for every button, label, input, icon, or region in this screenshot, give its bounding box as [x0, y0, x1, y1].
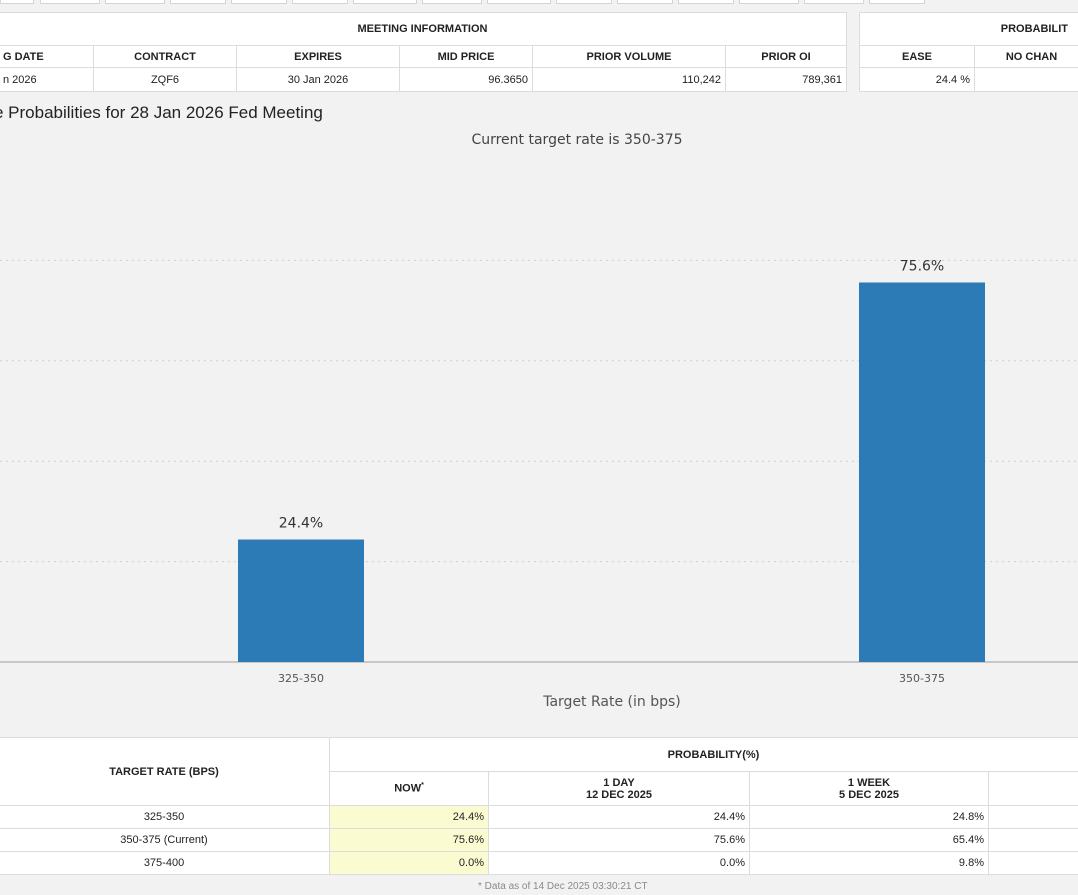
col-header-prior-volume: PRIOR VOLUME: [532, 45, 726, 68]
tab[interactable]: [353, 0, 417, 4]
one-week-label: 1 WEEK: [847, 776, 891, 789]
bar-325-350: [238, 539, 364, 662]
tab[interactable]: [422, 0, 482, 4]
prior-volume-cell: 110,242: [532, 67, 726, 92]
col-header-ease: EASE: [859, 45, 975, 68]
tab[interactable]: [231, 0, 287, 4]
probabilities-summary-table: PROBABILIT EASE NO CHAN 24.4 %: [859, 12, 1078, 92]
tab[interactable]: [0, 0, 34, 4]
data-timestamp-footnote: * Data as of 14 Dec 2025 03:30:21 CT: [478, 881, 648, 892]
x-axis-label: Target Rate (in bps): [542, 694, 681, 710]
tab[interactable]: [739, 0, 799, 4]
tab[interactable]: [487, 0, 551, 4]
meeting-date-cell: n 2026: [0, 67, 94, 92]
target-rate-cell: 375-400: [0, 851, 330, 875]
data-label-325-350: 24.4%: [279, 516, 323, 532]
data-label-350-375: 75.6%: [900, 258, 944, 274]
mid-price-cell: 96.3650: [399, 67, 533, 92]
chart-heading: e Probabilities for 28 Jan 2026 Fed Meet…: [0, 103, 323, 122]
one-week-date: 5 DEC 2025: [839, 788, 899, 801]
one-day-cell: 24.4%: [488, 805, 750, 829]
prior-oi-cell: 789,361: [725, 67, 847, 92]
col-header-mid-price: MID PRICE: [399, 45, 533, 68]
tab[interactable]: [40, 0, 100, 4]
one-week-cell: 24.8%: [749, 805, 989, 829]
no-change-cell: [974, 67, 1078, 92]
one-day-header: 1 DAY 12 DEC 2025: [488, 771, 750, 806]
tab[interactable]: [804, 0, 864, 4]
chart-title: Current target rate is 350-375: [471, 132, 682, 148]
target-rate-cell: 350-375 (Current): [0, 828, 330, 852]
ease-cell: 24.4 %: [859, 67, 975, 92]
one-week-header: 1 WEEK 5 DEC 2025: [749, 771, 989, 806]
meeting-information-title: MEETING INFORMATION: [0, 12, 847, 46]
one-week-cell: 9.8%: [749, 851, 989, 875]
tab[interactable]: [556, 0, 612, 4]
extra-cell: [988, 805, 1078, 829]
tab[interactable]: [869, 0, 925, 4]
contract-cell: ZQF6: [93, 67, 237, 92]
now-cell: 24.4%: [329, 805, 489, 829]
extra-cell: [988, 851, 1078, 875]
x-tick-label-325-350: 325-350: [278, 672, 324, 685]
col-header-contract: CONTRACT: [93, 45, 237, 68]
col-header-prior-oi: PRIOR OI: [725, 45, 847, 68]
tab[interactable]: [678, 0, 734, 4]
one-week-cell: 65.4%: [749, 828, 989, 852]
tab[interactable]: [105, 0, 165, 4]
col-header-meeting-date: G DATE: [0, 45, 94, 68]
table-row: 350-375 (Current) 75.6% 75.6% 65.4%: [0, 828, 1078, 852]
bar-350-375: [859, 282, 985, 662]
x-tick-label-350-375: 350-375: [899, 672, 945, 685]
target-rate-header: TARGET RATE (BPS): [0, 737, 330, 806]
now-cell: 75.6%: [329, 828, 489, 852]
target-rate-cell: 325-350: [0, 805, 330, 829]
probability-header: PROBABILITY(%): [329, 737, 1078, 772]
one-day-date: 12 DEC 2025: [585, 788, 653, 801]
now-header-marker: *: [421, 782, 424, 790]
one-day-cell: 0.0%: [488, 851, 750, 875]
tab[interactable]: [292, 0, 348, 4]
col-header-no-change: NO CHAN: [974, 45, 1078, 68]
now-header: NOW*: [329, 771, 489, 806]
meeting-information-table: MEETING INFORMATION G DATE CONTRACT EXPI…: [0, 12, 847, 92]
extra-column-header: [988, 771, 1078, 806]
top-tab-strip: [0, 0, 1078, 4]
target-rate-probability-table: TARGET RATE (BPS) PROBABILITY(%) NOW* 1 …: [0, 737, 1078, 875]
table-row: 375-400 0.0% 0.0% 9.8%: [0, 851, 1078, 875]
now-header-label: NOW: [394, 782, 422, 795]
probability-bar-chart: Current target rate is 350-375 24.4% 325-3…: [0, 132, 1078, 710]
expires-cell: 30 Jan 2026: [236, 67, 400, 92]
one-day-cell: 75.6%: [488, 828, 750, 852]
table-row: 325-350 24.4% 24.4% 24.8%: [0, 805, 1078, 829]
one-day-label: 1 DAY: [603, 776, 635, 789]
tab[interactable]: [170, 0, 226, 4]
probabilities-summary-title: PROBABILIT: [859, 12, 1078, 46]
col-header-expires: EXPIRES: [236, 45, 400, 68]
now-cell: 0.0%: [329, 851, 489, 875]
tab[interactable]: [617, 0, 673, 4]
extra-cell: [988, 828, 1078, 852]
